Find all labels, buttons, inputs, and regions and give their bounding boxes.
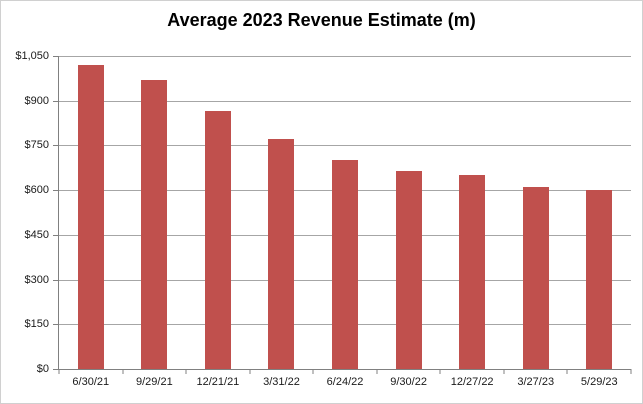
y-axis-tick	[53, 190, 59, 192]
bar-12/27/22	[459, 175, 486, 369]
x-axis-tick	[439, 369, 441, 374]
x-axis-label: 6/30/21	[72, 376, 110, 388]
x-axis-label: 5/29/23	[580, 376, 618, 388]
bars-row	[59, 56, 631, 369]
category-cell	[504, 56, 568, 369]
bar-6/24/22	[332, 160, 359, 369]
chart-title: Average 2023 Revenue Estimate (m)	[167, 10, 476, 30]
bar-9/29/21	[141, 79, 168, 369]
gridline	[59, 145, 631, 147]
y-axis-label: $900	[24, 94, 49, 107]
x-axis-labels: 6/30/21 9/29/21 12/21/21 3/31/22 6/24/22 9/30…	[59, 376, 631, 388]
plot-area: $0 $150 $300 $450 $600 $750 $900 $1,050 6/30/21…	[15, 50, 632, 388]
y-axis-tick	[53, 145, 59, 147]
x-axis-tick	[249, 369, 251, 374]
x-axis-tick	[312, 369, 314, 374]
y-axis-tick	[53, 324, 59, 326]
x-axis-label: 12/21/21	[196, 376, 240, 388]
y-axis-tick	[53, 56, 59, 57]
y-axis-label: $450	[24, 228, 49, 241]
category-cell	[313, 56, 377, 369]
category-cell	[123, 56, 187, 369]
y-axis-label: $1,050	[15, 50, 49, 62]
category-cell	[568, 56, 632, 369]
category-cell	[250, 56, 314, 369]
gridline	[59, 100, 631, 102]
x-axis-label: 12/27/22	[450, 376, 494, 388]
bar-3/31/22	[268, 139, 295, 369]
x-axis-tick	[185, 369, 187, 374]
bar-6/30/21	[77, 64, 104, 369]
y-axis-label: $750	[24, 139, 49, 152]
y-axis-label: $0	[36, 363, 49, 375]
category-cell	[186, 56, 250, 369]
x-axis-label: 3/31/22	[263, 376, 300, 388]
x-axis-tick	[376, 369, 378, 374]
x-axis-tick	[122, 369, 124, 374]
y-axis-tick	[53, 234, 59, 236]
gridline	[59, 56, 631, 57]
y-axis-tick	[53, 279, 59, 281]
category-cell	[440, 56, 504, 369]
x-axis-label: 9/29/21	[135, 376, 173, 388]
y-axis-label: $300	[24, 273, 49, 286]
y-axis-tick	[53, 100, 59, 102]
bar-5/29/23	[586, 190, 613, 369]
x-axis-tick	[630, 369, 632, 374]
bar-12/21/21	[204, 111, 231, 369]
bar-9/30/22	[395, 170, 422, 369]
x-axis-tick	[503, 369, 505, 374]
y-axis-tick	[53, 369, 59, 370]
x-axis-tick	[58, 369, 60, 374]
x-axis-label: 6/24/22	[326, 376, 364, 388]
x-axis-label: 9/30/22	[390, 376, 427, 388]
category-cell	[59, 56, 123, 369]
bar-3/27/23	[522, 187, 549, 369]
x-axis-tick	[566, 369, 568, 374]
y-axis-label: $150	[24, 318, 49, 331]
y-axis-label: $600	[24, 184, 49, 197]
x-axis-label: 3/27/23	[517, 376, 555, 388]
category-cell	[377, 56, 441, 369]
